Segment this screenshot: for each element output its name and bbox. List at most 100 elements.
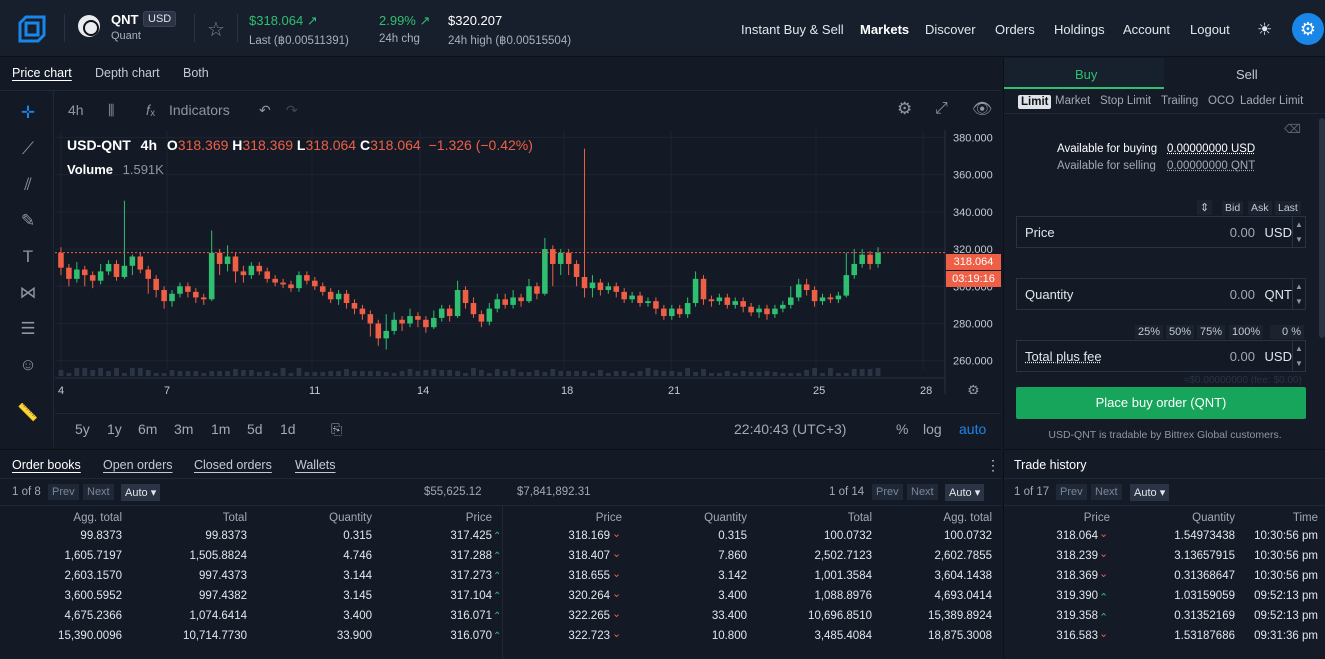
settings-gear-icon[interactable]: ⚙ bbox=[1292, 13, 1324, 45]
bid-price-cell[interactable]: 317.425 bbox=[392, 530, 492, 542]
clear-form-icon[interactable]: ⌫ bbox=[1284, 122, 1301, 136]
tab-closed-orders[interactable]: Closed orders bbox=[194, 458, 272, 472]
pct-25-button[interactable]: 25% bbox=[1135, 325, 1163, 339]
asks-grouping-select[interactable]: Auto ▾ bbox=[945, 484, 984, 501]
measure-icon[interactable]: ☰ bbox=[17, 318, 39, 340]
range-1d[interactable]: 1d bbox=[280, 421, 296, 437]
ask-price-cell[interactable]: 322.723 bbox=[510, 630, 610, 642]
fullscreen-icon[interactable]: ⤢ bbox=[935, 100, 948, 118]
range-6m[interactable]: 6m bbox=[138, 421, 157, 437]
bids-header-total[interactable]: Total bbox=[147, 512, 247, 524]
range-5y[interactable]: 5y bbox=[75, 421, 90, 437]
auto-scale-toggle[interactable]: auto bbox=[959, 421, 986, 437]
price-ladder-icon[interactable]: ⇕ bbox=[1197, 200, 1212, 215]
text-tool-icon[interactable]: T bbox=[17, 246, 39, 268]
nav-account[interactable]: Account bbox=[1123, 22, 1170, 37]
price-chart[interactable]: 380.000360.000340.000320.000300.000280.0… bbox=[55, 130, 1001, 394]
undo-icon[interactable]: ↶ bbox=[259, 102, 271, 119]
range-1y[interactable]: 1y bbox=[107, 421, 122, 437]
available-selling-value[interactable]: 0.00000000 QNT bbox=[1167, 160, 1255, 172]
ask-price-cell[interactable]: 318.655 bbox=[510, 570, 610, 582]
ask-price-cell[interactable]: 322.265 bbox=[510, 610, 610, 622]
nav-orders[interactable]: Orders bbox=[995, 22, 1035, 37]
range-5d[interactable]: 5d bbox=[247, 421, 263, 437]
chart-settings-icon[interactable]: ⚙ bbox=[897, 99, 912, 119]
go-to-date-icon[interactable]: ⎘ bbox=[331, 421, 342, 438]
quantity-value[interactable]: 0.00 bbox=[1230, 287, 1255, 302]
price-bid-button[interactable]: Bid bbox=[1222, 201, 1243, 215]
emoji-icon[interactable]: ☺ bbox=[17, 354, 39, 376]
candle-type-icon[interactable]: ⫼ bbox=[108, 102, 114, 119]
price-stepper[interactable]: ▲ ▼ bbox=[1292, 217, 1305, 247]
nav-markets[interactable]: Markets bbox=[860, 22, 909, 37]
total-value[interactable]: 0.00 bbox=[1230, 349, 1255, 364]
bids-header-agg-total[interactable]: Agg. total bbox=[22, 512, 122, 524]
log-scale-toggle[interactable]: log bbox=[923, 421, 942, 437]
redo-icon[interactable]: ↷ bbox=[286, 102, 298, 119]
bid-price-cell[interactable]: 316.070 bbox=[392, 630, 492, 642]
bids-header-price[interactable]: Price bbox=[392, 512, 492, 524]
order-type-trailing[interactable]: Trailing bbox=[1161, 95, 1198, 107]
range-1m[interactable]: 1m bbox=[211, 421, 230, 437]
asks-next-button[interactable]: Next bbox=[907, 484, 938, 500]
theme-toggle-icon[interactable]: ☀ bbox=[1257, 20, 1272, 40]
history-grouping-select[interactable]: Auto ▾ bbox=[1130, 484, 1169, 501]
bid-price-cell[interactable]: 317.288 bbox=[392, 550, 492, 562]
order-type-market[interactable]: Market bbox=[1055, 95, 1090, 107]
asks-header-quantity[interactable]: Quantity bbox=[647, 512, 747, 524]
crosshair-icon[interactable]: ✛ bbox=[17, 102, 39, 124]
place-buy-order-button[interactable]: Place buy order (QNT) bbox=[1016, 387, 1306, 419]
trend-line-icon[interactable]: ⟋ bbox=[17, 138, 39, 160]
total-stepper[interactable]: ▲ ▼ bbox=[1292, 341, 1305, 371]
fx-icon[interactable]: 𝑓ₓ bbox=[146, 102, 155, 119]
price-value[interactable]: 0.00 bbox=[1230, 225, 1255, 240]
order-type-limit[interactable]: Limit bbox=[1018, 95, 1051, 109]
tab-open-orders[interactable]: Open orders bbox=[103, 458, 172, 472]
asks-header-total[interactable]: Total bbox=[772, 512, 872, 524]
order-type-ladder-limit[interactable]: Ladder Limit bbox=[1240, 95, 1303, 107]
available-buying-value[interactable]: 0.00000000 USD bbox=[1167, 143, 1255, 155]
percent-scale-toggle[interactable]: % bbox=[896, 421, 908, 437]
price-last-button[interactable]: Last bbox=[1275, 201, 1301, 215]
favorite-star-icon[interactable]: ☆ bbox=[207, 17, 225, 42]
history-next-button[interactable]: Next bbox=[1091, 484, 1122, 500]
ask-price-cell[interactable]: 320.264 bbox=[510, 590, 610, 602]
brush-icon[interactable]: ✎ bbox=[17, 210, 39, 232]
bids-header-quantity[interactable]: Quantity bbox=[272, 512, 372, 524]
bids-grouping-select[interactable]: Auto ▾ bbox=[121, 484, 160, 501]
more-menu-icon[interactable]: ⋮ bbox=[986, 457, 1000, 474]
range-3m[interactable]: 3m bbox=[174, 421, 193, 437]
interval-select[interactable]: 4h bbox=[68, 102, 84, 118]
nav-instant-buy-sell[interactable]: Instant Buy & Sell bbox=[741, 22, 844, 37]
history-header-price[interactable]: Price bbox=[1010, 512, 1110, 524]
asks-header-agg-total[interactable]: Agg. total bbox=[892, 512, 992, 524]
nav-discover[interactable]: Discover bbox=[925, 22, 976, 37]
ask-price-cell[interactable]: 318.407 bbox=[510, 550, 610, 562]
bid-price-cell[interactable]: 316.071 bbox=[392, 610, 492, 622]
order-type-oco[interactable]: OCO bbox=[1208, 95, 1234, 107]
pattern-icon[interactable]: ⋈ bbox=[17, 282, 39, 304]
ruler-icon[interactable]: 📏 bbox=[17, 402, 39, 424]
eye-icon[interactable]: 👁 bbox=[972, 99, 992, 119]
pct-input[interactable]: 0 % bbox=[1270, 325, 1304, 339]
tab-buy[interactable]: Buy bbox=[1075, 67, 1097, 82]
form-scrollbar[interactable] bbox=[1319, 118, 1325, 338]
pct-50-button[interactable]: 50% bbox=[1166, 325, 1194, 339]
quantity-field[interactable]: Quantity 0.00 QNT ▲ ▼ bbox=[1016, 278, 1306, 310]
tab-depth-chart[interactable]: Depth chart bbox=[95, 66, 160, 80]
order-type-stop-limit[interactable]: Stop Limit bbox=[1100, 95, 1151, 107]
pct-75-button[interactable]: 75% bbox=[1197, 325, 1225, 339]
tab-order-books[interactable]: Order books bbox=[12, 458, 81, 472]
tab-both[interactable]: Both bbox=[183, 66, 209, 80]
tab-sell[interactable]: Sell bbox=[1236, 67, 1258, 82]
quantity-stepper[interactable]: ▲ ▼ bbox=[1292, 279, 1305, 309]
asks-prev-button[interactable]: Prev bbox=[872, 484, 903, 500]
tab-price-chart[interactable]: Price chart bbox=[12, 66, 72, 80]
bid-price-cell[interactable]: 317.273 bbox=[392, 570, 492, 582]
ask-price-cell[interactable]: 318.169 bbox=[510, 530, 610, 542]
price-ask-button[interactable]: Ask bbox=[1248, 201, 1272, 215]
pct-100-button[interactable]: 100% bbox=[1229, 325, 1263, 339]
bids-next-button[interactable]: Next bbox=[83, 484, 114, 500]
bid-price-cell[interactable]: 317.104 bbox=[392, 590, 492, 602]
indicators-button[interactable]: Indicators bbox=[169, 102, 230, 118]
